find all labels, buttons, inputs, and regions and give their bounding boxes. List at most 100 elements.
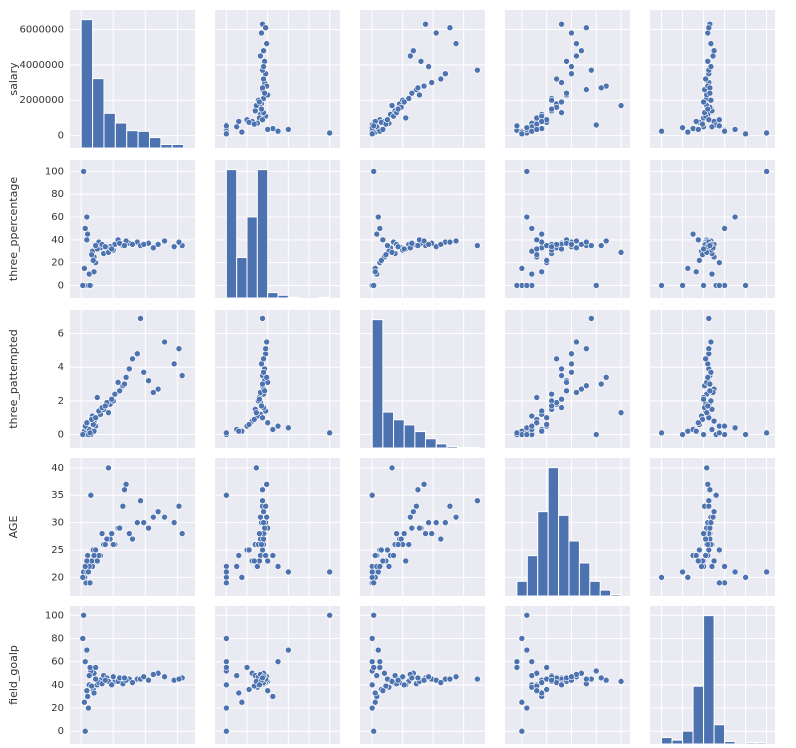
scatter-point <box>235 427 243 435</box>
scatter-point <box>658 429 665 437</box>
scatter-point <box>721 225 728 232</box>
scatter-point <box>378 546 385 554</box>
hist-bar <box>671 739 684 745</box>
scatter-point <box>379 126 387 133</box>
scatter-point <box>617 678 625 685</box>
hist-bar <box>92 78 105 149</box>
scatter-point <box>223 704 230 712</box>
scatter-point <box>261 387 268 395</box>
scatter-point <box>223 574 230 581</box>
scatter-point <box>700 431 707 438</box>
scatter-point <box>259 380 266 388</box>
scatter-point <box>708 563 716 570</box>
scatter-point <box>223 491 230 499</box>
scatter-point <box>400 530 408 537</box>
hist-bar <box>103 112 116 149</box>
hist-bar <box>318 296 331 299</box>
scatter-point <box>699 120 706 128</box>
y-tick-label: 80 <box>51 633 64 644</box>
scatter-point <box>376 563 384 570</box>
scatter-point <box>679 431 686 438</box>
scatter-point <box>83 557 91 565</box>
hist-bar <box>467 446 480 449</box>
hist-bar <box>703 615 715 745</box>
scatter-point <box>84 230 91 238</box>
scatter-point <box>558 681 565 689</box>
hist-bar <box>371 319 384 449</box>
hist-bar <box>568 540 580 597</box>
scatter-point <box>378 257 385 264</box>
scatter-point <box>523 704 531 712</box>
scatter-point <box>742 130 749 138</box>
scatter-point <box>140 673 148 681</box>
scatter-point <box>256 395 263 403</box>
scatter-point <box>679 568 686 576</box>
scatter-point <box>256 98 263 106</box>
scatter-point <box>370 282 378 289</box>
scatter-point <box>558 79 565 86</box>
scatter-point <box>538 407 546 415</box>
hist-bar <box>558 514 570 597</box>
y-tick-label: 6000000 <box>19 24 64 35</box>
scatter-point <box>391 672 399 679</box>
scatter-point <box>731 568 739 576</box>
scatter-point <box>368 568 376 576</box>
scatter-point <box>260 535 267 543</box>
scatter-point <box>716 116 723 123</box>
scatter-point <box>692 118 700 125</box>
scatter-point <box>260 75 267 83</box>
scatter-point <box>145 676 152 684</box>
scatter-point <box>707 40 715 47</box>
scatter-point <box>83 646 91 654</box>
scatter-point <box>262 24 269 31</box>
scatter-point <box>523 168 531 175</box>
scatter-point <box>250 557 258 565</box>
scatter-point <box>140 241 148 248</box>
scatter-point <box>513 122 521 130</box>
scatter-point <box>705 116 713 123</box>
scatter-point <box>700 245 707 253</box>
scatter-point <box>573 244 580 252</box>
hist-bar <box>682 730 694 745</box>
scatter-point <box>700 530 707 537</box>
scatter-point <box>402 114 410 122</box>
scatter-point <box>326 129 333 137</box>
scatter-point <box>285 424 292 432</box>
scatter-point <box>260 355 267 363</box>
scatter-point <box>558 372 565 379</box>
scatter-point <box>568 63 575 70</box>
scatter-point <box>538 230 546 238</box>
scatter-point <box>88 682 95 690</box>
scatter-point <box>417 58 425 65</box>
scatter-point <box>658 127 665 135</box>
scatter-point <box>583 382 590 390</box>
scatter-point <box>264 557 271 565</box>
scatter-point <box>83 213 91 221</box>
scatter-point <box>223 658 230 665</box>
scatter-point <box>602 374 610 381</box>
scatter-point <box>368 658 376 665</box>
scatter-point <box>533 419 541 427</box>
scatter-point <box>684 265 692 272</box>
scatter-point <box>394 105 402 113</box>
panel <box>650 310 775 448</box>
scatter-point <box>523 646 531 654</box>
hist-bar <box>661 737 673 745</box>
hist-bar <box>393 419 405 449</box>
scatter-point <box>513 664 521 671</box>
scatter-point <box>145 377 152 384</box>
scatter-point <box>428 79 435 86</box>
hist-bar <box>148 137 162 149</box>
scatter-point <box>442 519 449 526</box>
scatter-point <box>326 568 333 576</box>
scatter-point <box>90 552 98 559</box>
scatter-point <box>707 368 715 376</box>
scatter-point <box>368 635 376 642</box>
scatter-point <box>81 563 89 570</box>
scatter-point <box>101 541 109 548</box>
hist-bar <box>526 555 539 597</box>
scatter-point <box>692 268 700 276</box>
scatter-point <box>261 524 268 532</box>
scatter-point <box>533 687 541 694</box>
scatter-point <box>523 124 531 131</box>
